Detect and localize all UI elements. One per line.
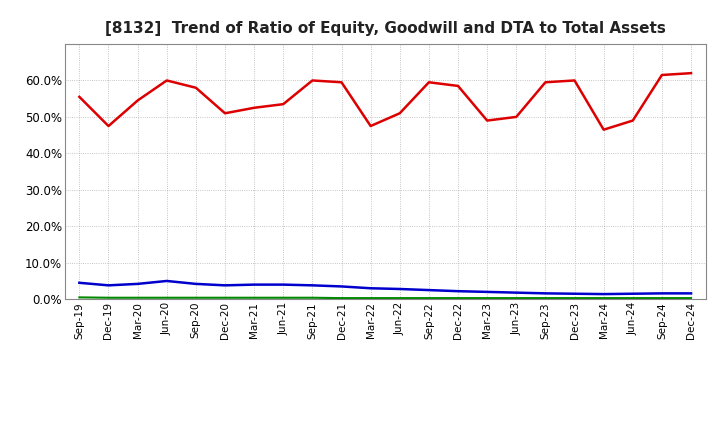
Deferred Tax Assets xyxy=(454,296,462,301)
Equity xyxy=(570,78,579,83)
Deferred Tax Assets xyxy=(308,295,317,301)
Deferred Tax Assets xyxy=(629,296,637,301)
Equity xyxy=(454,83,462,88)
Equity xyxy=(279,102,287,107)
Line: Goodwill: Goodwill xyxy=(79,281,691,294)
Deferred Tax Assets xyxy=(366,296,375,301)
Equity xyxy=(163,78,171,83)
Goodwill xyxy=(687,291,696,296)
Deferred Tax Assets xyxy=(163,295,171,301)
Line: Deferred Tax Assets: Deferred Tax Assets xyxy=(79,297,691,298)
Equity xyxy=(425,80,433,85)
Equity xyxy=(220,110,229,116)
Equity xyxy=(657,72,666,77)
Goodwill xyxy=(192,281,200,286)
Deferred Tax Assets xyxy=(279,295,287,301)
Line: Equity: Equity xyxy=(79,73,691,130)
Equity xyxy=(104,123,113,128)
Goodwill xyxy=(250,282,258,287)
Equity xyxy=(483,118,492,123)
Goodwill xyxy=(163,279,171,284)
Goodwill xyxy=(570,291,579,297)
Equity xyxy=(541,80,550,85)
Equity xyxy=(337,80,346,85)
Goodwill xyxy=(75,280,84,286)
Deferred Tax Assets xyxy=(75,295,84,300)
Equity xyxy=(395,110,404,116)
Deferred Tax Assets xyxy=(512,296,521,301)
Goodwill xyxy=(220,283,229,288)
Deferred Tax Assets xyxy=(425,296,433,301)
Goodwill xyxy=(133,281,142,286)
Equity xyxy=(366,123,375,128)
Goodwill xyxy=(454,289,462,294)
Goodwill xyxy=(541,291,550,296)
Goodwill xyxy=(599,291,608,297)
Equity xyxy=(250,105,258,110)
Deferred Tax Assets xyxy=(483,296,492,301)
Title: [8132]  Trend of Ratio of Equity, Goodwill and DTA to Total Assets: [8132] Trend of Ratio of Equity, Goodwil… xyxy=(105,21,665,36)
Goodwill xyxy=(366,286,375,291)
Goodwill xyxy=(483,289,492,294)
Equity xyxy=(192,85,200,90)
Deferred Tax Assets xyxy=(192,295,200,301)
Deferred Tax Assets xyxy=(133,295,142,301)
Goodwill xyxy=(337,284,346,289)
Equity xyxy=(133,98,142,103)
Goodwill xyxy=(512,290,521,295)
Deferred Tax Assets xyxy=(220,295,229,301)
Deferred Tax Assets xyxy=(570,296,579,301)
Deferred Tax Assets xyxy=(599,296,608,301)
Deferred Tax Assets xyxy=(541,296,550,301)
Deferred Tax Assets xyxy=(657,296,666,301)
Goodwill xyxy=(308,283,317,288)
Deferred Tax Assets xyxy=(687,296,696,301)
Goodwill xyxy=(425,287,433,293)
Equity xyxy=(629,118,637,123)
Equity xyxy=(512,114,521,120)
Deferred Tax Assets xyxy=(250,295,258,301)
Deferred Tax Assets xyxy=(337,296,346,301)
Goodwill xyxy=(104,283,113,288)
Goodwill xyxy=(279,282,287,287)
Goodwill xyxy=(395,286,404,292)
Equity xyxy=(687,70,696,76)
Goodwill xyxy=(629,291,637,297)
Equity xyxy=(75,94,84,99)
Equity xyxy=(308,78,317,83)
Deferred Tax Assets xyxy=(395,296,404,301)
Goodwill xyxy=(657,291,666,296)
Equity xyxy=(599,127,608,132)
Deferred Tax Assets xyxy=(104,295,113,301)
